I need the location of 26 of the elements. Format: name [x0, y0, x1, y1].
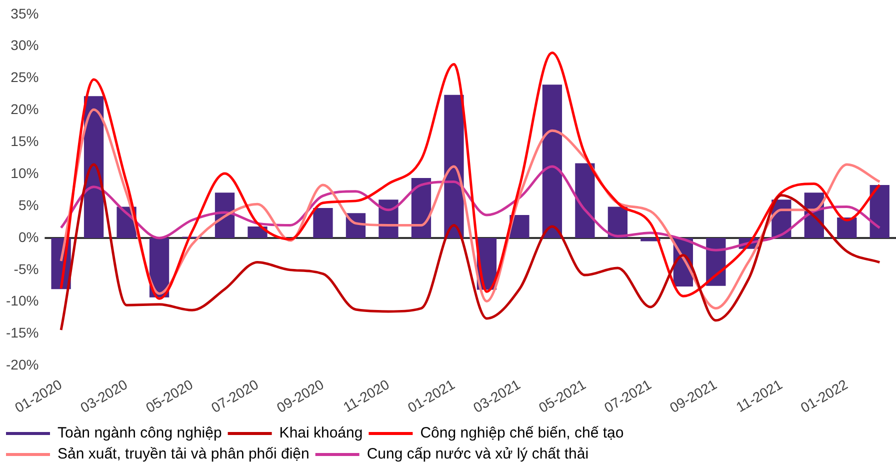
bar [575, 163, 595, 238]
legend-label: Khai khoáng [279, 424, 363, 442]
bar [248, 226, 268, 238]
bar [542, 84, 562, 238]
y-tick-label: 10% [10, 164, 39, 181]
y-tick-label: -10% [6, 292, 39, 309]
y-tick-label: 0% [18, 228, 39, 245]
y-tick-label: 5% [18, 196, 39, 213]
bar [870, 184, 890, 238]
y-tick-label: 15% [10, 133, 39, 150]
y-tick-label: 25% [10, 69, 39, 86]
legend-label: Toàn ngành công nghiệp [58, 424, 222, 442]
bar [837, 218, 857, 238]
line-series [60, 51, 881, 300]
y-tick-label: 35% [10, 5, 39, 22]
line-series [60, 163, 881, 332]
bar [313, 208, 333, 238]
line-series [60, 165, 881, 252]
y-tick-label: 20% [10, 101, 39, 118]
y-tick-label: -5% [14, 260, 39, 277]
y-tick-label: -15% [6, 324, 39, 341]
legend-label: Sản xuất, truyền tải và phân phối điện [58, 446, 310, 463]
legend-label: Cung cấp nước và xử lý chất thải [366, 446, 589, 463]
y-tick-label: 30% [10, 37, 39, 54]
y-tick-label: -20% [6, 356, 39, 373]
legend-label: Công nghiệp chế biến, chế tạo [420, 424, 624, 442]
